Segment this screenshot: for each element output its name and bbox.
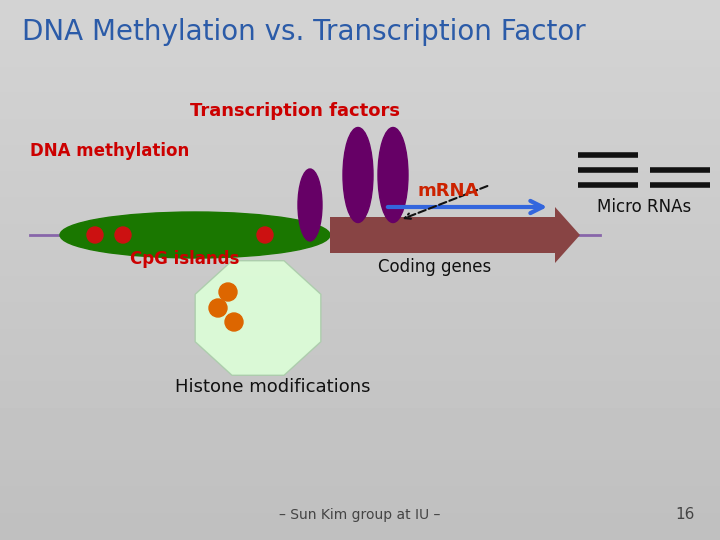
Text: CpG islands: CpG islands: [130, 250, 239, 268]
Circle shape: [87, 227, 103, 243]
Circle shape: [209, 299, 227, 317]
Text: Coding genes: Coding genes: [379, 258, 492, 276]
Text: 16: 16: [675, 507, 695, 522]
Ellipse shape: [343, 127, 373, 222]
Ellipse shape: [60, 212, 330, 258]
Circle shape: [115, 227, 131, 243]
Ellipse shape: [378, 127, 408, 222]
Circle shape: [225, 313, 243, 331]
Circle shape: [219, 283, 237, 301]
Text: mRNA: mRNA: [418, 182, 479, 200]
Polygon shape: [330, 207, 580, 263]
Text: DNA methylation: DNA methylation: [30, 142, 189, 160]
Text: Histone modifications: Histone modifications: [175, 378, 371, 396]
Text: DNA Methylation vs. Transcription Factor: DNA Methylation vs. Transcription Factor: [22, 18, 586, 46]
Text: – Sun Kim group at IU –: – Sun Kim group at IU –: [279, 508, 441, 522]
Text: Transcription factors: Transcription factors: [190, 102, 400, 120]
Ellipse shape: [298, 169, 322, 241]
Text: Micro RNAs: Micro RNAs: [597, 198, 691, 216]
Polygon shape: [195, 261, 321, 375]
Circle shape: [257, 227, 273, 243]
